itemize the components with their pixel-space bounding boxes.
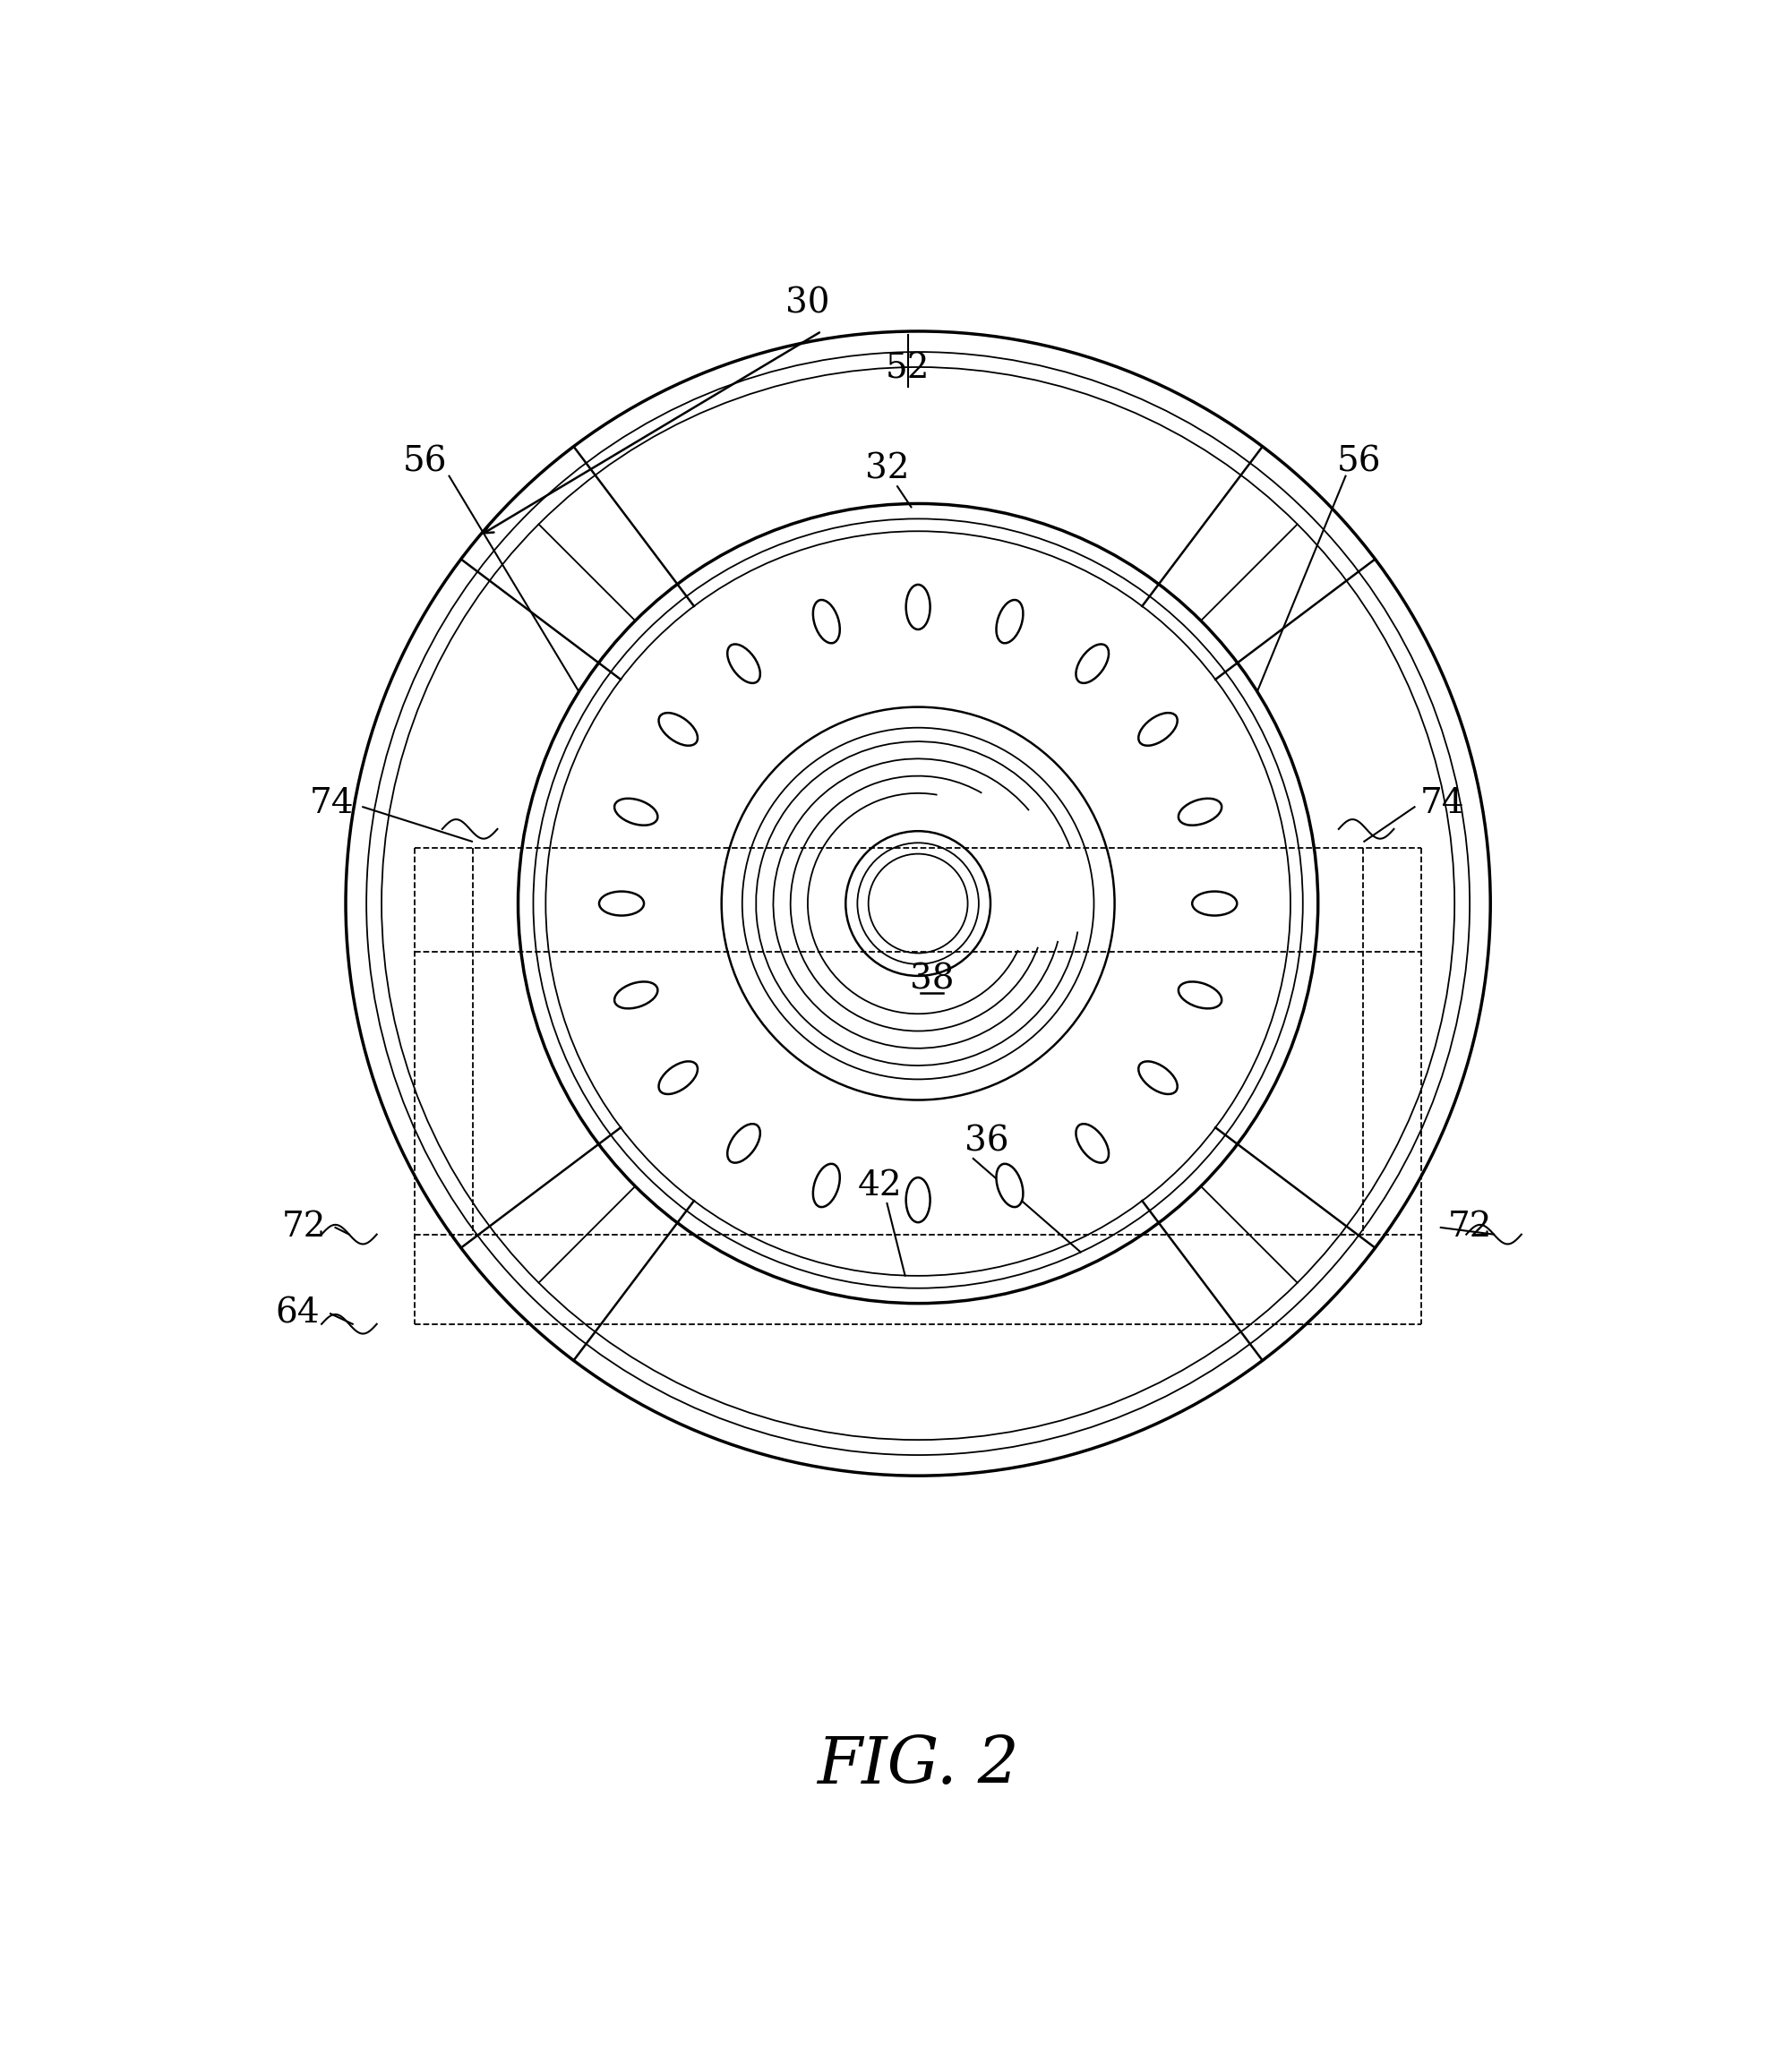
Ellipse shape (1075, 1125, 1109, 1162)
Ellipse shape (615, 982, 658, 1009)
Ellipse shape (996, 601, 1023, 644)
Text: 72: 72 (281, 1212, 326, 1245)
Text: 52: 52 (885, 352, 930, 385)
Ellipse shape (728, 644, 760, 683)
Ellipse shape (1138, 712, 1177, 746)
Text: 56: 56 (1337, 445, 1382, 478)
Text: 74: 74 (1419, 787, 1464, 820)
Ellipse shape (1192, 891, 1236, 915)
Text: 32: 32 (866, 454, 909, 487)
Text: 38: 38 (910, 963, 953, 996)
Ellipse shape (615, 799, 658, 824)
Text: 64: 64 (276, 1296, 319, 1330)
Ellipse shape (907, 584, 930, 630)
Ellipse shape (1138, 1060, 1177, 1093)
Text: 42: 42 (858, 1170, 903, 1203)
Text: 72: 72 (1448, 1212, 1493, 1245)
Text: 74: 74 (310, 787, 355, 820)
Text: 30: 30 (785, 288, 830, 321)
Ellipse shape (996, 1164, 1023, 1207)
Ellipse shape (728, 1125, 760, 1162)
Ellipse shape (659, 1060, 697, 1093)
Ellipse shape (1179, 799, 1222, 824)
Ellipse shape (1075, 644, 1109, 683)
Ellipse shape (907, 1178, 930, 1222)
Ellipse shape (814, 1164, 840, 1207)
Ellipse shape (599, 891, 643, 915)
Ellipse shape (814, 601, 840, 644)
Text: 36: 36 (964, 1125, 1009, 1158)
Ellipse shape (1179, 982, 1222, 1009)
Text: FIG. 2: FIG. 2 (817, 1733, 1020, 1798)
Text: 56: 56 (403, 445, 448, 478)
Ellipse shape (659, 712, 697, 746)
